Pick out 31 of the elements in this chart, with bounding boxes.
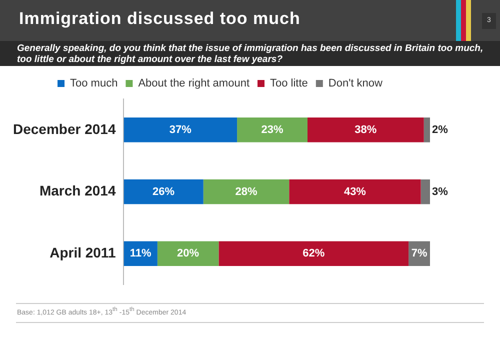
bar — [203, 179, 290, 204]
data-label: 7% — [411, 248, 428, 260]
data-label: 28% — [235, 186, 258, 198]
y-tick-label: December 2014 — [12, 120, 116, 137]
data-label: 20% — [177, 248, 200, 260]
bar — [307, 118, 424, 142]
chart-subtitle: Generally speaking, do you think that the issue of immigration has been discussed in Britain too much, too little or about the right amount over the last few years? — [17, 43, 484, 65]
bar — [157, 241, 219, 266]
bar — [420, 179, 430, 204]
data-label: 37% — [169, 124, 192, 136]
y-tick-label: March 2014 — [39, 182, 116, 199]
y-tick-label: April 2011 — [50, 244, 116, 261]
bar — [289, 179, 421, 204]
bar — [424, 118, 430, 142]
data-label: 62% — [302, 248, 325, 260]
bar — [237, 118, 308, 142]
bar — [124, 118, 238, 142]
data-label: 26% — [152, 186, 175, 198]
chart-title: Immigration discussed too much — [19, 9, 300, 29]
legend-label: Too litte — [270, 78, 308, 90]
data-label: 3% — [432, 186, 448, 198]
bar — [218, 241, 409, 266]
legend-label: Don't know — [328, 78, 383, 90]
data-label: 38% — [354, 124, 377, 136]
bar — [124, 179, 204, 204]
legend-label: Too much — [70, 78, 118, 90]
data-label: 23% — [261, 124, 284, 136]
data-label: 2% — [432, 124, 448, 136]
data-label: 11% — [130, 248, 152, 260]
legend-label: About the right amount — [138, 78, 250, 90]
data-label: 43% — [344, 186, 366, 198]
